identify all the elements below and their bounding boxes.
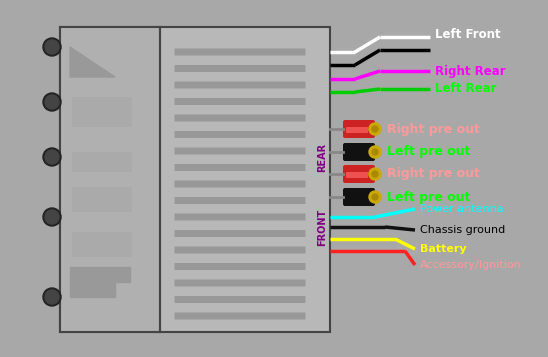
FancyBboxPatch shape <box>174 115 305 121</box>
FancyBboxPatch shape <box>174 49 305 55</box>
FancyBboxPatch shape <box>174 164 305 171</box>
Circle shape <box>45 150 59 164</box>
Bar <box>72 232 132 257</box>
FancyBboxPatch shape <box>174 213 305 221</box>
Circle shape <box>45 40 59 54</box>
Circle shape <box>43 93 61 111</box>
Text: FRONT: FRONT <box>317 208 327 246</box>
Circle shape <box>372 126 378 132</box>
FancyBboxPatch shape <box>174 230 305 237</box>
FancyBboxPatch shape <box>174 312 305 320</box>
Circle shape <box>369 191 381 203</box>
Text: Left Front: Left Front <box>435 27 501 40</box>
Text: Left Rear: Left Rear <box>435 82 496 96</box>
FancyBboxPatch shape <box>174 197 305 204</box>
Text: Chassis ground: Chassis ground <box>420 225 505 235</box>
Text: Accessory/Ignition: Accessory/Ignition <box>420 260 522 270</box>
Text: Right pre out: Right pre out <box>387 122 480 136</box>
Circle shape <box>43 288 61 306</box>
Circle shape <box>372 194 378 200</box>
FancyBboxPatch shape <box>343 188 375 206</box>
Bar <box>72 97 132 127</box>
FancyBboxPatch shape <box>174 81 305 89</box>
FancyBboxPatch shape <box>343 120 375 138</box>
FancyBboxPatch shape <box>174 131 305 138</box>
Circle shape <box>45 95 59 109</box>
Text: Right pre out: Right pre out <box>387 167 480 181</box>
Text: Left pre out: Left pre out <box>387 191 470 203</box>
Circle shape <box>43 148 61 166</box>
Circle shape <box>45 210 59 224</box>
FancyBboxPatch shape <box>343 143 375 161</box>
Circle shape <box>45 290 59 304</box>
Text: Power antenna: Power antenna <box>420 204 504 214</box>
Text: Battery: Battery <box>420 244 467 254</box>
Bar <box>60 27 330 332</box>
FancyBboxPatch shape <box>174 246 305 253</box>
FancyBboxPatch shape <box>174 280 305 287</box>
FancyBboxPatch shape <box>174 147 305 155</box>
Text: Left pre out: Left pre out <box>387 146 470 159</box>
Bar <box>60 27 160 332</box>
Polygon shape <box>70 47 115 77</box>
Text: REAR: REAR <box>317 142 327 172</box>
Bar <box>72 187 132 212</box>
Text: Right Rear: Right Rear <box>435 65 506 77</box>
FancyBboxPatch shape <box>174 181 305 187</box>
FancyBboxPatch shape <box>174 296 305 303</box>
Circle shape <box>43 38 61 56</box>
FancyBboxPatch shape <box>174 263 305 270</box>
Circle shape <box>369 168 381 180</box>
Bar <box>72 152 132 172</box>
Circle shape <box>369 123 381 135</box>
Circle shape <box>369 146 381 158</box>
Circle shape <box>372 171 378 177</box>
FancyBboxPatch shape <box>343 165 375 183</box>
FancyBboxPatch shape <box>346 127 368 133</box>
Polygon shape <box>70 267 130 297</box>
Circle shape <box>372 149 378 155</box>
FancyBboxPatch shape <box>174 98 305 105</box>
FancyBboxPatch shape <box>174 65 305 72</box>
FancyBboxPatch shape <box>346 172 368 178</box>
Circle shape <box>43 208 61 226</box>
